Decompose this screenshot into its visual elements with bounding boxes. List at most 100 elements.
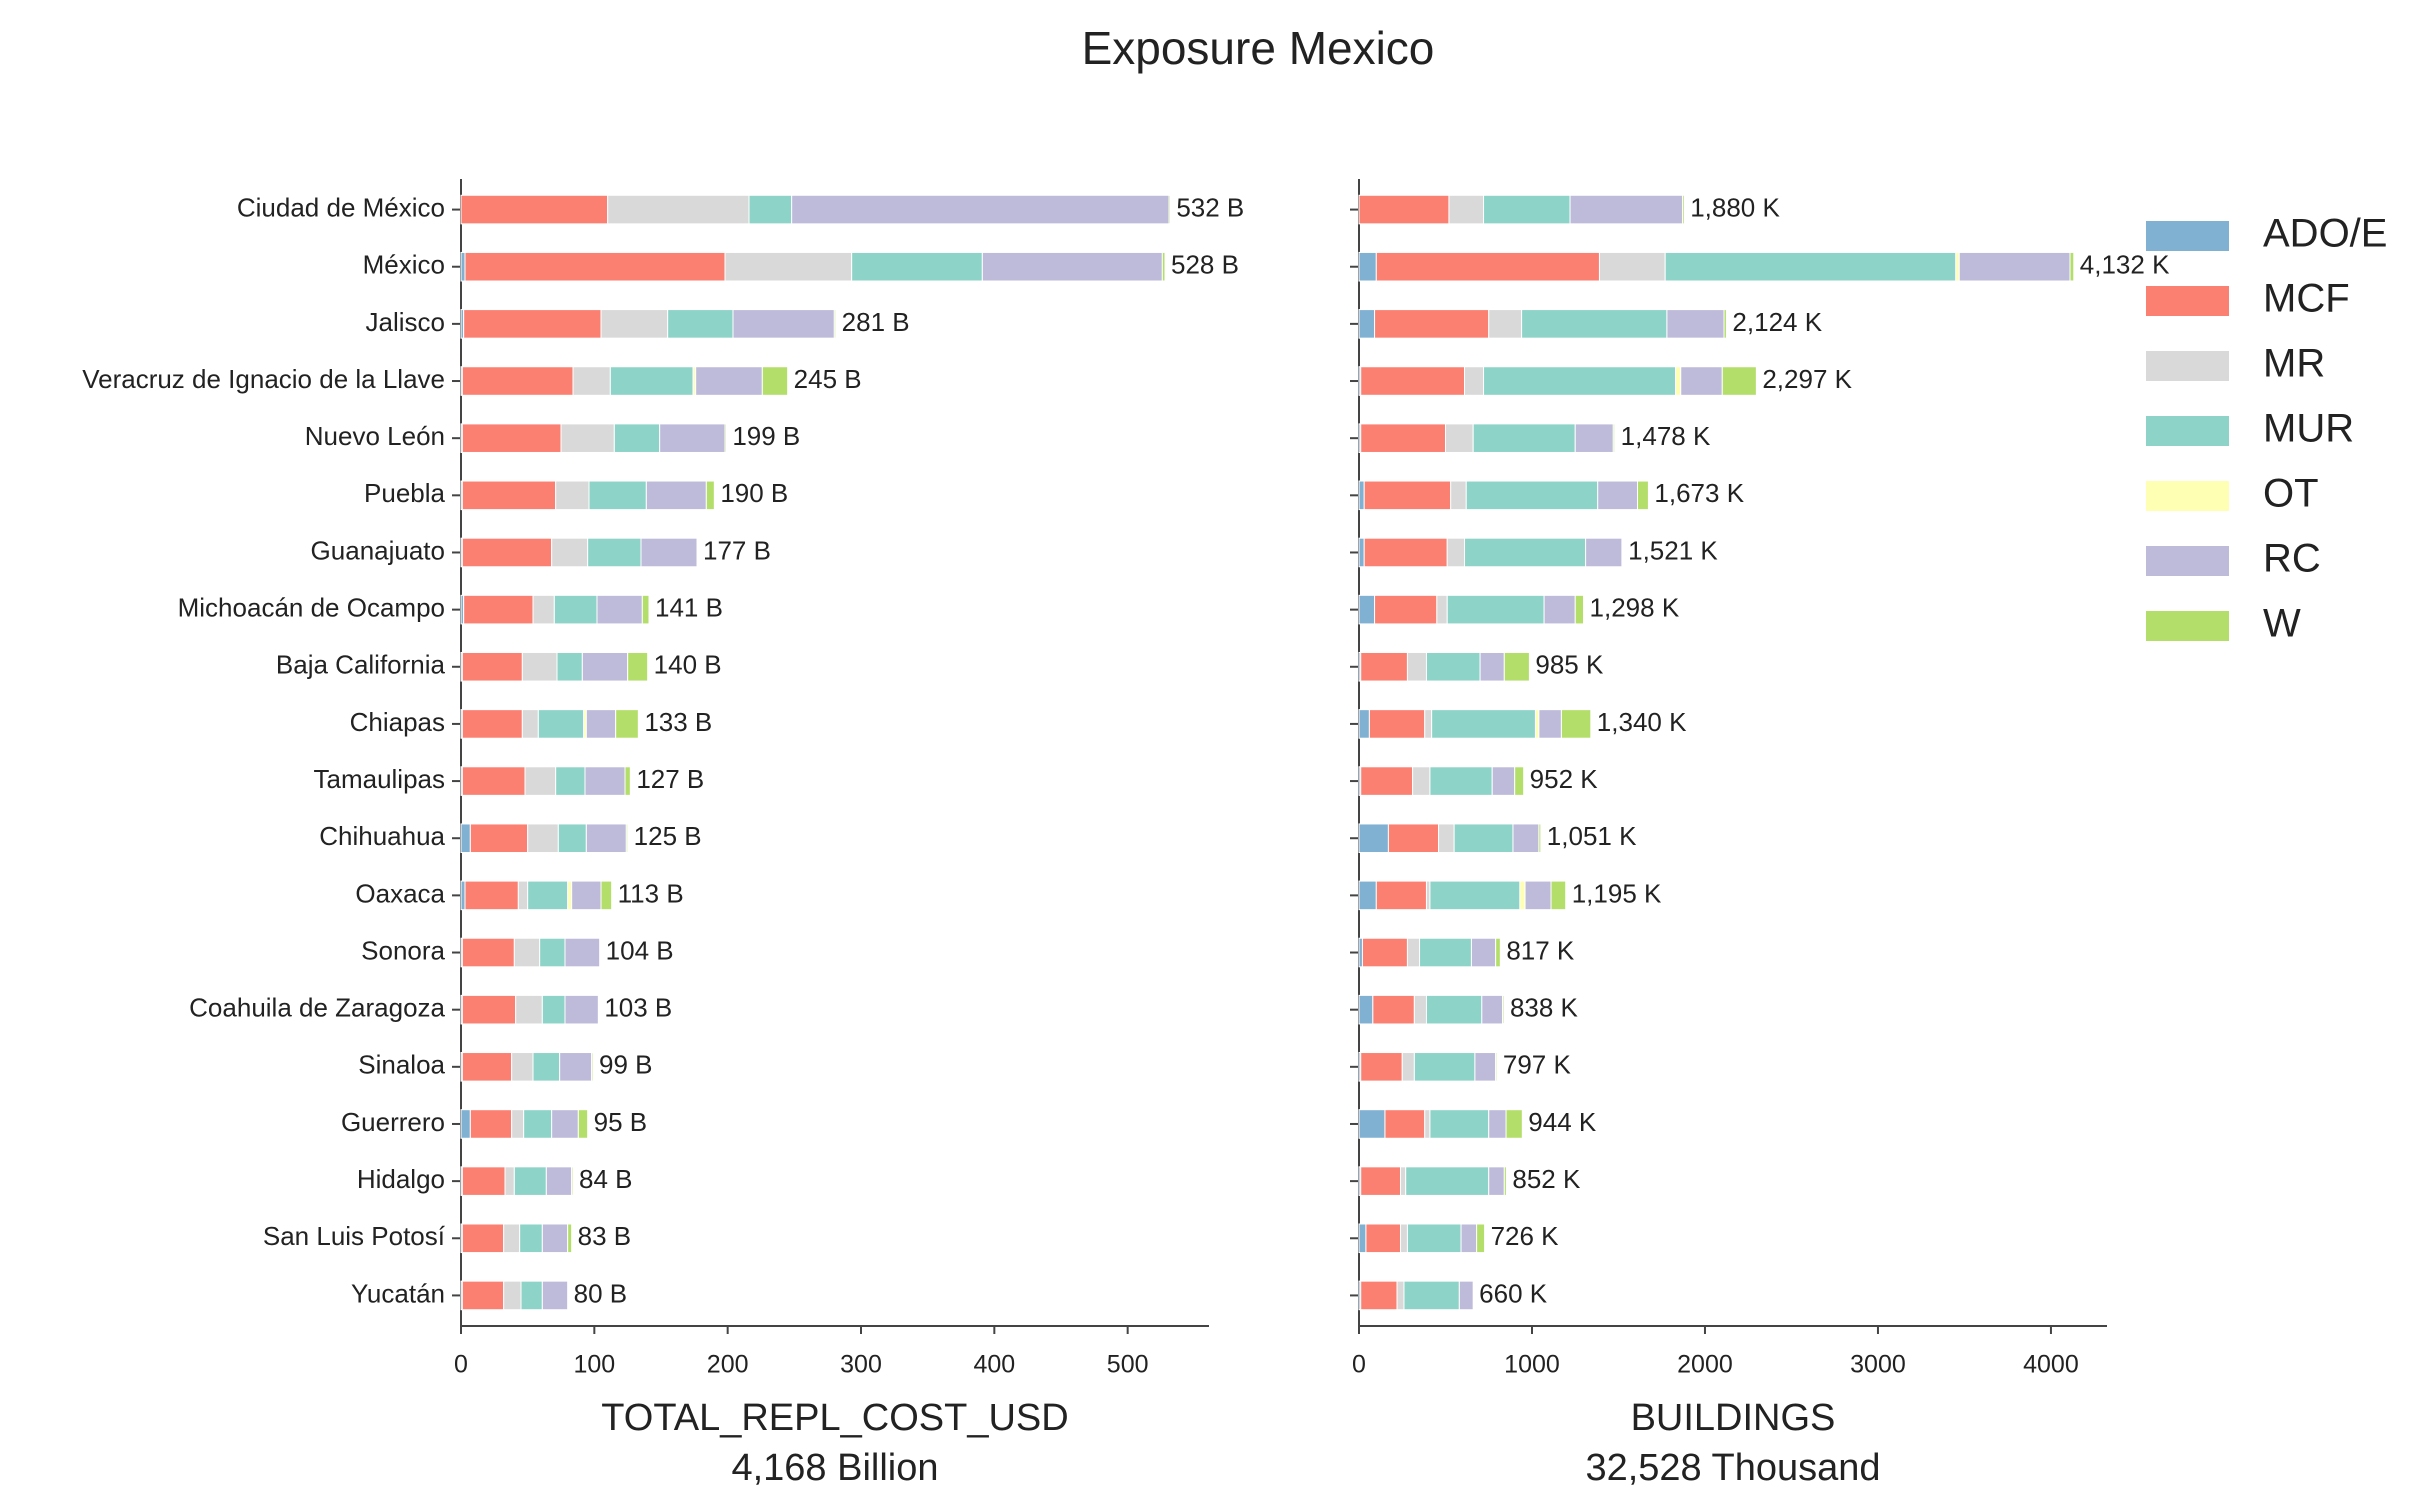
bar-segment bbox=[1358, 594, 1376, 625]
bar-segment bbox=[1360, 1052, 1403, 1082]
bar-segment bbox=[461, 937, 515, 968]
legend-swatch bbox=[2146, 221, 2229, 251]
total-label: 852 K bbox=[1512, 1164, 1581, 1194]
bar-segment bbox=[2069, 251, 2075, 282]
bar-segment bbox=[1444, 423, 1474, 453]
bar-segment bbox=[461, 709, 523, 739]
x-axis-label: TOTAL_REPL_COST_USD bbox=[601, 1397, 1068, 1439]
bar-segment bbox=[1413, 1052, 1476, 1082]
bar-segment bbox=[1372, 994, 1415, 1025]
bar-segment bbox=[1358, 994, 1374, 1025]
y-tick-label: Yucatán bbox=[351, 1278, 445, 1308]
bar-segment bbox=[564, 937, 601, 968]
x-tick-label: 300 bbox=[840, 1351, 882, 1379]
bar-segment bbox=[732, 309, 835, 339]
total-label: 1,673 K bbox=[1654, 478, 1744, 508]
bar-segment bbox=[460, 880, 466, 911]
x-tick-label: 3000 bbox=[1850, 1351, 1906, 1379]
bar-segment bbox=[1476, 1223, 1486, 1254]
bar-segment bbox=[517, 880, 529, 911]
bar-segment bbox=[1365, 1223, 1402, 1254]
bar-segment bbox=[791, 194, 1170, 225]
total-label: 190 B bbox=[720, 478, 788, 508]
total-label: 245 B bbox=[794, 364, 862, 394]
bar-segment bbox=[559, 1052, 593, 1082]
bar-segment bbox=[1450, 480, 1467, 511]
bar-segment bbox=[587, 537, 642, 568]
bar-segment bbox=[585, 823, 627, 854]
total-label: 985 K bbox=[1535, 650, 1604, 680]
bar-segment bbox=[1464, 366, 1485, 396]
bar-segment bbox=[1403, 1280, 1460, 1311]
bar-segment bbox=[555, 766, 586, 796]
bar-segment bbox=[1448, 194, 1485, 225]
bar-segment bbox=[541, 994, 566, 1025]
y-tick-label: México bbox=[363, 250, 445, 280]
bar-segment bbox=[461, 994, 517, 1025]
bar-segment bbox=[1470, 937, 1497, 968]
bar-segment bbox=[659, 423, 726, 453]
y-tick-label: Coahuila de Zaragoza bbox=[189, 993, 445, 1023]
bar-segment bbox=[1680, 366, 1723, 396]
bar-segment bbox=[461, 651, 523, 682]
legend-label: W bbox=[2263, 602, 2301, 646]
y-tick-label: Guanajuato bbox=[311, 535, 445, 565]
legend-swatch bbox=[2146, 546, 2229, 576]
bar-segment bbox=[503, 1280, 522, 1311]
legend-label: MCF bbox=[2263, 277, 2350, 321]
total-label: 141 B bbox=[655, 593, 723, 623]
total-label: 281 B bbox=[842, 307, 910, 337]
bar-segment bbox=[1401, 1052, 1415, 1082]
bar-segment bbox=[613, 423, 661, 453]
total-label: 104 B bbox=[606, 935, 674, 965]
x-axis-total: 4,168 Billion bbox=[731, 1447, 938, 1489]
x-tick-label: 100 bbox=[573, 1351, 615, 1379]
bar-segment bbox=[1488, 1109, 1507, 1139]
bar-segment bbox=[1358, 823, 1389, 854]
y-tick-label: Guerrero bbox=[341, 1107, 445, 1137]
total-label: 199 B bbox=[732, 421, 800, 451]
bar-segment bbox=[527, 880, 569, 911]
y-tick-label: Hidalgo bbox=[357, 1164, 445, 1194]
bar-segment bbox=[1503, 651, 1530, 682]
bar-segment bbox=[607, 194, 750, 225]
bar-segment bbox=[1664, 251, 1957, 282]
bar-segment bbox=[1363, 537, 1448, 568]
bar-segment bbox=[1472, 423, 1576, 453]
y-tick-label: Tamaulipas bbox=[313, 764, 445, 794]
bar-segment bbox=[524, 766, 557, 796]
bar-segment bbox=[1723, 309, 1727, 339]
total-label: 797 K bbox=[1503, 1050, 1572, 1080]
bar-segment bbox=[1358, 194, 1450, 225]
bar-segment bbox=[591, 1052, 594, 1082]
bar-segment bbox=[1368, 709, 1426, 739]
bar-segment bbox=[1574, 594, 1585, 625]
legend-swatch bbox=[2146, 611, 2229, 641]
bar-segment bbox=[1502, 994, 1505, 1025]
bar-segment bbox=[596, 594, 643, 625]
bar-segment bbox=[556, 651, 583, 682]
y-tick-label: Jalisco bbox=[366, 307, 445, 337]
bar-segment bbox=[624, 766, 631, 796]
bar-segment bbox=[588, 480, 647, 511]
bar-segment bbox=[1598, 251, 1666, 282]
total-label: 1,051 K bbox=[1547, 821, 1637, 851]
bar-segment bbox=[1637, 480, 1649, 511]
bar-segment bbox=[1543, 594, 1576, 625]
total-label: 726 K bbox=[1491, 1221, 1560, 1251]
x-tick-label: 2000 bbox=[1677, 1351, 1733, 1379]
bar-segment bbox=[469, 1109, 513, 1139]
bar-segment bbox=[1360, 766, 1414, 796]
bar-segment bbox=[1360, 651, 1408, 682]
bar-segment bbox=[1481, 994, 1504, 1025]
y-tick-label: Baja California bbox=[276, 650, 446, 680]
legend-swatch bbox=[2146, 286, 2229, 316]
bar-segment bbox=[1521, 309, 1668, 339]
bar-segment bbox=[1458, 1280, 1474, 1311]
bar-segment bbox=[1358, 937, 1363, 968]
bar-segment bbox=[537, 709, 585, 739]
total-label: 133 B bbox=[644, 707, 712, 737]
bar-segment bbox=[1406, 1223, 1462, 1254]
bar-segment bbox=[527, 823, 559, 854]
